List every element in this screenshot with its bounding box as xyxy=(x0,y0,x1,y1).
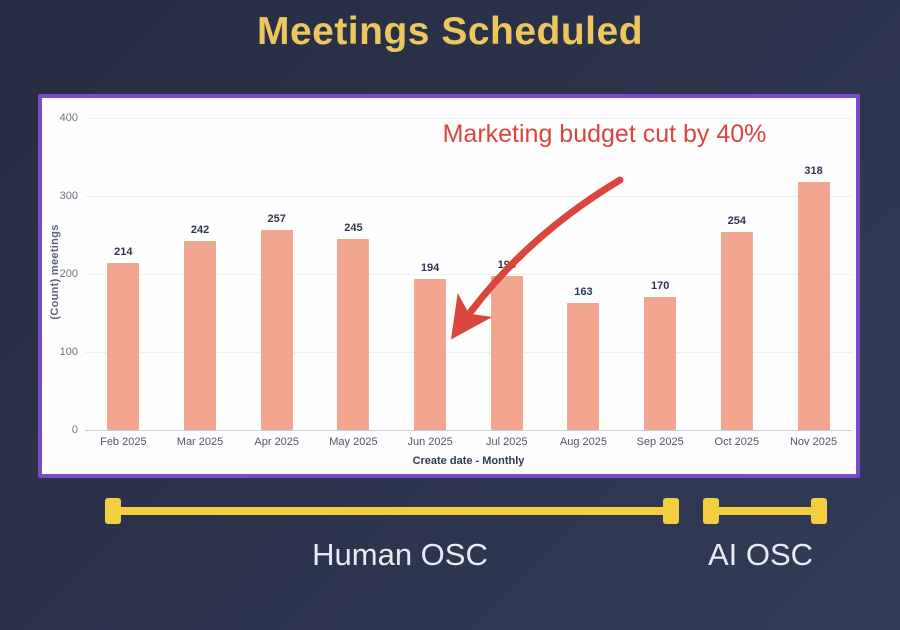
y-tick-label: 0 xyxy=(71,424,78,436)
y-tick-label: 200 xyxy=(59,268,78,280)
bar xyxy=(414,279,447,430)
bar-series: 214 242 257 245 194 198 163 170 254 318 xyxy=(85,118,852,430)
bar-group-feb-2025: 214 xyxy=(85,246,161,430)
bar xyxy=(107,263,140,430)
bar-value-label: 163 xyxy=(574,286,593,298)
annotation-text: Marketing budget cut by 40% xyxy=(442,120,767,148)
x-tick-label: Oct 2025 xyxy=(714,436,760,448)
y-tick-label: 300 xyxy=(59,190,78,202)
bar-group-jun-2025: 194 xyxy=(392,262,468,430)
y-tick-label: 400 xyxy=(59,112,78,124)
x-tick-label: Sep 2025 xyxy=(636,436,684,448)
x-axis-title: Create date - Monthly xyxy=(412,455,525,467)
bar-value-label: 170 xyxy=(650,280,670,292)
bar-value-label: 214 xyxy=(114,246,133,258)
bar-value-label: 257 xyxy=(267,213,286,225)
x-tick-label: Jun 2025 xyxy=(407,436,453,448)
bracket-left-cap xyxy=(105,498,121,524)
bar xyxy=(567,303,600,430)
bar-value-label: 194 xyxy=(420,262,440,274)
bar xyxy=(644,297,677,430)
chart-panel: (Count) meetings 0 100 200 300 400 214 242 257… xyxy=(38,94,860,478)
bracket-right-cap xyxy=(663,498,679,524)
bar xyxy=(490,276,523,430)
chart-plot-area: (Count) meetings 0 100 200 300 400 214 242 257… xyxy=(42,98,856,474)
bracket-line xyxy=(711,507,819,515)
gridline-100 xyxy=(85,352,852,353)
bar-group-mar-2025: 242 xyxy=(162,224,238,430)
x-tick-label: Feb 2025 xyxy=(100,436,147,448)
bar xyxy=(337,239,370,430)
bar-group-apr-2025: 257 xyxy=(239,213,315,430)
bar-group-nov-2025: 318 xyxy=(776,165,852,430)
x-axis-ticks: Feb 2025 Mar 2025 Apr 2025 May 2025 Jun 2025… xyxy=(85,436,852,448)
bar-group-oct-2025: 254 xyxy=(699,215,775,430)
bracket-left-cap xyxy=(703,498,719,524)
bar-group-jul-2025: 198 xyxy=(469,259,545,430)
bar xyxy=(260,230,293,430)
x-tick-label: Aug 2025 xyxy=(559,436,608,448)
bracket-right-cap xyxy=(811,498,827,524)
page-title: Meetings Scheduled xyxy=(256,10,644,53)
human-osc-range-bracket xyxy=(105,496,679,526)
bar-value-label: 318 xyxy=(804,165,823,177)
x-tick-label: Jul 2025 xyxy=(485,436,528,448)
bar-group-sep-2025: 170 xyxy=(622,280,698,430)
ai-osc-range-bracket xyxy=(703,496,827,526)
x-tick-label: Mar 2025 xyxy=(176,436,224,448)
bar-value-label: 254 xyxy=(727,215,747,227)
x-tick-label: Apr 2025 xyxy=(254,436,300,448)
x-tick-label: May 2025 xyxy=(329,436,378,448)
bar-group-aug-2025: 163 xyxy=(545,286,621,430)
human-osc-label: Human OSC xyxy=(312,537,488,572)
ai-osc-label: AI OSC xyxy=(707,537,814,572)
bar-group-may-2025: 245 xyxy=(315,222,391,430)
bar xyxy=(797,182,830,430)
bar-value-label: 245 xyxy=(344,222,363,234)
bracket-line xyxy=(113,507,671,515)
bar xyxy=(184,241,217,430)
gridline-0 xyxy=(85,430,852,431)
bar-value-label: 242 xyxy=(190,224,210,236)
gridline-400 xyxy=(85,118,852,119)
bar-value-label: 198 xyxy=(497,259,516,271)
y-tick-label: 100 xyxy=(59,346,78,358)
bar xyxy=(720,232,753,430)
x-tick-label: Nov 2025 xyxy=(789,436,838,448)
